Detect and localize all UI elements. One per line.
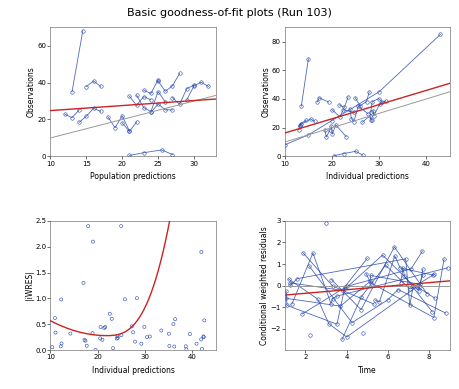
Text: Basic goodness-of-fit plots (Run 103): Basic goodness-of-fit plots (Run 103) <box>127 8 332 18</box>
Point <box>108 316 115 322</box>
Point <box>186 331 194 337</box>
Point <box>197 336 205 343</box>
Point <box>182 343 190 349</box>
Point <box>171 343 178 350</box>
Point <box>157 328 165 334</box>
Point <box>198 346 206 352</box>
Point <box>92 347 99 353</box>
Y-axis label: Conditional weighted residuals: Conditional weighted residuals <box>260 226 269 345</box>
Point <box>165 331 173 337</box>
X-axis label: Individual predictions: Individual predictions <box>91 366 174 375</box>
Point <box>121 296 129 303</box>
Point <box>67 331 74 337</box>
Point <box>58 340 65 347</box>
Point <box>143 334 151 340</box>
Point <box>106 310 113 317</box>
Y-axis label: Observations: Observations <box>261 67 270 117</box>
X-axis label: Population predictions: Population predictions <box>90 172 176 181</box>
Point <box>49 344 56 350</box>
Point <box>200 333 207 340</box>
Point <box>131 338 139 345</box>
Point <box>129 329 137 335</box>
Point <box>193 341 200 347</box>
Point <box>170 321 177 327</box>
Point <box>96 335 104 342</box>
Point <box>166 343 173 349</box>
Point <box>80 280 87 286</box>
Point <box>109 345 117 351</box>
Y-axis label: |iWRES|: |iWRES| <box>25 271 34 300</box>
Point <box>128 323 135 329</box>
Point <box>101 324 109 330</box>
Point <box>82 338 89 344</box>
Point <box>118 223 125 229</box>
Point <box>84 223 92 229</box>
Y-axis label: Observations: Observations <box>27 67 36 117</box>
Point <box>198 249 205 255</box>
X-axis label: Time: Time <box>358 366 377 375</box>
Point <box>81 337 88 343</box>
Point <box>183 346 190 352</box>
Point <box>118 332 125 338</box>
Point <box>172 316 179 322</box>
Point <box>51 315 59 321</box>
Point <box>83 343 90 349</box>
Point <box>101 325 108 331</box>
Point <box>57 296 65 303</box>
Point <box>133 295 140 301</box>
Point <box>141 324 148 330</box>
Point <box>114 335 122 341</box>
Point <box>114 333 121 339</box>
Point <box>99 336 106 343</box>
Point <box>52 329 59 336</box>
Point <box>97 324 104 330</box>
Point <box>200 334 207 340</box>
Point <box>89 330 96 336</box>
X-axis label: Individual predictions: Individual predictions <box>326 172 409 181</box>
Point <box>113 335 120 342</box>
Point <box>138 341 145 347</box>
Point <box>89 238 96 245</box>
Point <box>57 343 64 349</box>
Point <box>201 317 208 324</box>
Point <box>146 333 153 340</box>
